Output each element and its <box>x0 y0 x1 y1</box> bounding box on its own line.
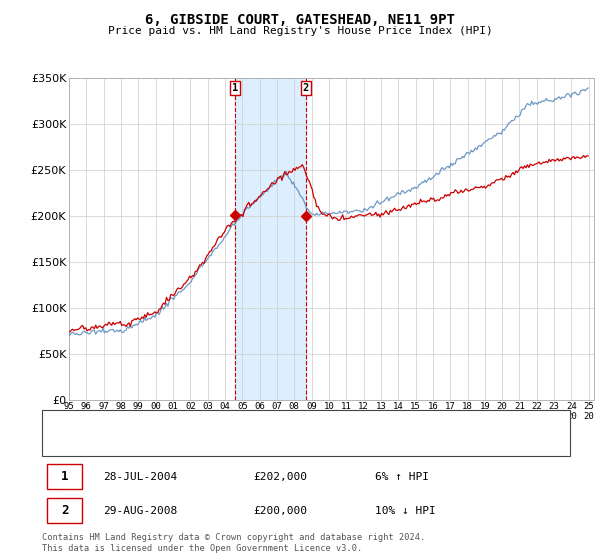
Text: £202,000: £202,000 <box>253 472 307 482</box>
FancyBboxPatch shape <box>47 464 82 489</box>
Text: HPI: Average price, detached house, Gateshead: HPI: Average price, detached house, Gate… <box>100 439 370 449</box>
Text: 2: 2 <box>303 83 309 93</box>
FancyBboxPatch shape <box>42 410 570 456</box>
Text: Contains HM Land Registry data © Crown copyright and database right 2024.
This d: Contains HM Land Registry data © Crown c… <box>42 533 425 553</box>
Text: 6, GIBSIDE COURT, GATESHEAD, NE11 9PT (detached house): 6, GIBSIDE COURT, GATESHEAD, NE11 9PT (d… <box>100 418 424 428</box>
Text: 6% ↑ HPI: 6% ↑ HPI <box>374 472 428 482</box>
Bar <box>235 78 306 400</box>
Text: 29-AUG-2008: 29-AUG-2008 <box>103 506 177 516</box>
FancyBboxPatch shape <box>47 498 82 523</box>
Text: 10% ↓ HPI: 10% ↓ HPI <box>374 506 436 516</box>
Text: 28-JUL-2004: 28-JUL-2004 <box>103 472 177 482</box>
Text: 1: 1 <box>232 83 238 93</box>
Text: £200,000: £200,000 <box>253 506 307 516</box>
Text: 2: 2 <box>61 504 68 517</box>
Text: 1: 1 <box>61 470 68 483</box>
Text: 6, GIBSIDE COURT, GATESHEAD, NE11 9PT: 6, GIBSIDE COURT, GATESHEAD, NE11 9PT <box>145 13 455 27</box>
Text: Price paid vs. HM Land Registry's House Price Index (HPI): Price paid vs. HM Land Registry's House … <box>107 26 493 36</box>
